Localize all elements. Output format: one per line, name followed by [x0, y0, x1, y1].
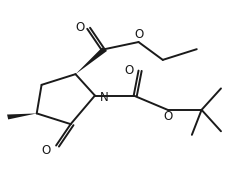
Polygon shape	[7, 113, 37, 119]
Text: O: O	[163, 110, 172, 123]
Text: O: O	[134, 28, 143, 41]
Polygon shape	[75, 47, 107, 74]
Text: O: O	[42, 144, 51, 157]
Text: N: N	[100, 91, 109, 104]
Text: O: O	[76, 21, 85, 34]
Text: O: O	[124, 64, 133, 77]
